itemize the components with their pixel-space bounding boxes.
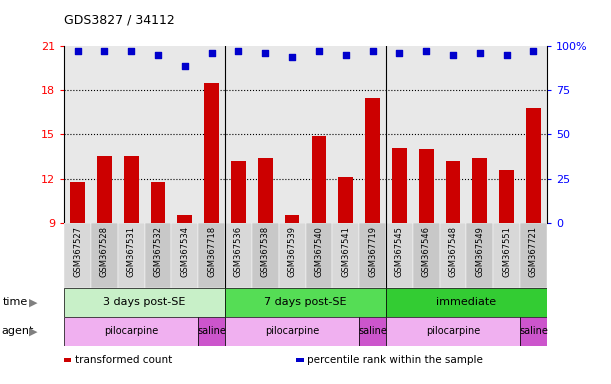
Point — [233, 48, 243, 55]
Bar — [70, 182, 85, 223]
Text: ▶: ▶ — [29, 326, 38, 336]
Text: GSM367541: GSM367541 — [341, 226, 350, 277]
Bar — [64, 223, 91, 288]
Point — [368, 48, 378, 55]
Text: time: time — [3, 297, 28, 308]
Bar — [386, 317, 520, 346]
Text: GSM367528: GSM367528 — [100, 226, 109, 277]
Bar — [419, 149, 434, 223]
Bar — [231, 161, 246, 223]
Point — [502, 52, 511, 58]
Bar — [520, 223, 547, 288]
Bar — [386, 288, 547, 317]
Text: agent: agent — [1, 326, 34, 336]
Text: pilocarpine: pilocarpine — [426, 326, 480, 336]
Bar — [225, 317, 359, 346]
Text: GDS3827 / 34112: GDS3827 / 34112 — [64, 14, 175, 27]
Text: percentile rank within the sample: percentile rank within the sample — [307, 355, 483, 365]
Point — [287, 54, 297, 60]
Bar — [312, 136, 326, 223]
Point — [153, 52, 163, 58]
Bar — [145, 223, 172, 288]
Bar — [306, 223, 332, 288]
Bar — [439, 223, 466, 288]
Point — [475, 50, 485, 56]
Bar — [392, 147, 407, 223]
Bar — [198, 223, 225, 288]
Bar — [124, 157, 139, 223]
Bar — [359, 317, 386, 346]
Text: saline: saline — [197, 326, 226, 336]
Text: pilocarpine: pilocarpine — [104, 326, 158, 336]
Text: GSM367534: GSM367534 — [180, 226, 189, 277]
Text: saline: saline — [519, 326, 548, 336]
Bar — [64, 288, 225, 317]
Bar — [198, 317, 225, 346]
Bar — [472, 158, 487, 223]
Bar — [225, 288, 386, 317]
Text: GSM367538: GSM367538 — [261, 226, 270, 277]
Bar — [64, 317, 198, 346]
Bar — [499, 170, 514, 223]
Text: GSM367546: GSM367546 — [422, 226, 431, 277]
Bar — [225, 223, 252, 288]
Text: GSM367549: GSM367549 — [475, 226, 485, 277]
Bar — [118, 223, 145, 288]
Point — [126, 48, 136, 55]
Text: GSM367545: GSM367545 — [395, 226, 404, 277]
Point — [73, 48, 82, 55]
Bar — [365, 98, 380, 223]
Bar — [172, 223, 198, 288]
Point — [395, 50, 404, 56]
Bar — [526, 108, 541, 223]
Bar — [445, 161, 460, 223]
Point — [422, 48, 431, 55]
Text: GSM367548: GSM367548 — [448, 226, 458, 277]
Bar — [359, 223, 386, 288]
Text: pilocarpine: pilocarpine — [265, 326, 319, 336]
Bar — [285, 215, 299, 223]
Bar — [413, 223, 439, 288]
Point — [180, 63, 190, 69]
Bar — [177, 215, 192, 223]
Text: transformed count: transformed count — [75, 355, 172, 365]
Text: GSM367721: GSM367721 — [529, 226, 538, 277]
Text: GSM367531: GSM367531 — [126, 226, 136, 277]
Text: GSM367532: GSM367532 — [153, 226, 163, 277]
Point — [260, 50, 270, 56]
Bar — [386, 223, 413, 288]
Text: immediate: immediate — [436, 297, 497, 308]
Text: GSM367551: GSM367551 — [502, 226, 511, 277]
Bar — [258, 158, 273, 223]
Text: GSM367718: GSM367718 — [207, 226, 216, 277]
Point — [341, 52, 351, 58]
Point — [314, 48, 324, 55]
Bar — [204, 83, 219, 223]
Point — [529, 48, 538, 55]
Bar — [338, 177, 353, 223]
Text: GSM367539: GSM367539 — [288, 226, 296, 277]
Text: GSM367540: GSM367540 — [315, 226, 323, 277]
Text: 3 days post-SE: 3 days post-SE — [103, 297, 186, 308]
Point — [100, 48, 109, 55]
Bar — [91, 223, 118, 288]
Bar — [252, 223, 279, 288]
Text: saline: saline — [358, 326, 387, 336]
Bar — [279, 223, 306, 288]
Text: ▶: ▶ — [29, 297, 38, 308]
Bar — [493, 223, 520, 288]
Point — [448, 52, 458, 58]
Text: GSM367719: GSM367719 — [368, 226, 377, 277]
Bar — [520, 317, 547, 346]
Bar — [97, 157, 112, 223]
Text: GSM367536: GSM367536 — [234, 226, 243, 277]
Text: 7 days post-SE: 7 days post-SE — [264, 297, 347, 308]
Bar — [332, 223, 359, 288]
Bar — [466, 223, 493, 288]
Point — [207, 50, 216, 56]
Text: GSM367527: GSM367527 — [73, 226, 82, 277]
Bar — [151, 182, 166, 223]
